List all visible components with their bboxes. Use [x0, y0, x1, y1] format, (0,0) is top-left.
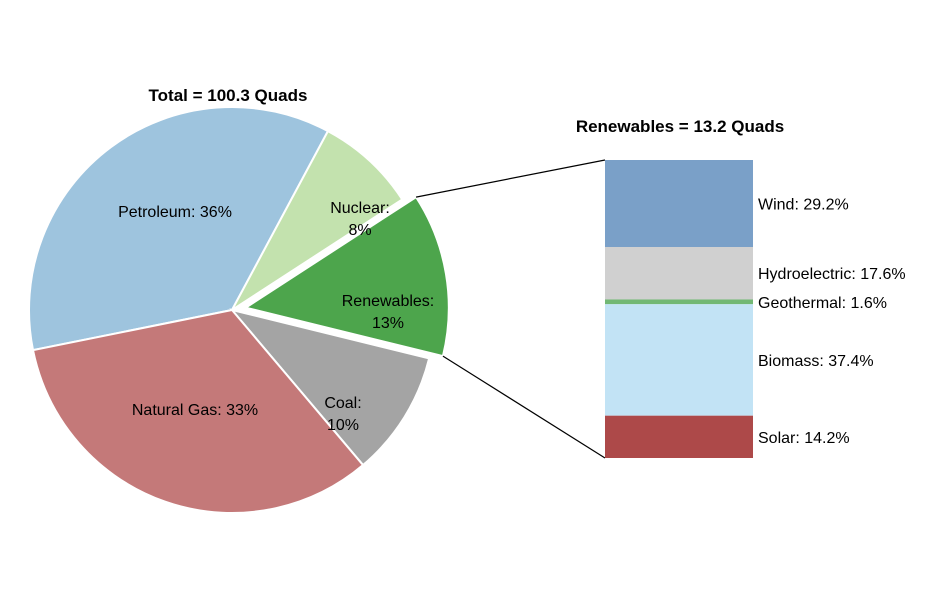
pie-slice-renewables [243, 195, 450, 358]
pie-slice-petroleum-36 [28, 106, 330, 352]
pie-label-nuclear: Nuclear: 8% [330, 200, 390, 239]
bar-label-solar: Solar: 14.2% [758, 430, 850, 447]
pie-slice-natural-gas-33 [31, 308, 365, 514]
bar-label-geothermal: Geothermal: 1.6% [758, 295, 887, 312]
pie-slice-coal [229, 308, 431, 467]
bar-segment-hydroelectric [605, 247, 753, 300]
bar-label-biomass: Biomass: 37.4% [758, 353, 874, 370]
bar-segment-geothermal [605, 299, 753, 305]
pie-slices [28, 106, 450, 514]
bar-segment-biomass [605, 304, 753, 416]
pie-label-coal: Coal: 10% [324, 395, 361, 434]
pie-label-renewables: Renewables: 13% [342, 293, 435, 332]
pie-label-petroleum-36: Petroleum: 36% [118, 204, 232, 221]
bar-segment-wind [605, 160, 753, 248]
breakout-labels: Wind: 29.2% Hydroelectric: 17.6% Geotherma… [758, 197, 906, 447]
connector-bottom [442, 355, 606, 459]
breakout-bar [605, 160, 753, 458]
pie-title: Total = 100.3 Quads [149, 86, 308, 105]
connector-top [415, 159, 606, 198]
breakout-connectors [415, 159, 606, 459]
pie-slice-nuclear [231, 129, 404, 311]
bar-label-wind: Wind: 29.2% [758, 197, 849, 214]
breakout-title: Renewables = 13.2 Quads [576, 117, 784, 136]
pie-labels: Petroleum: 36% Nuclear: 8% Renewables: 13% Co… [118, 200, 434, 434]
bar-label-hydroelectric: Hydroelectric: 17.6% [758, 266, 906, 283]
pie-label-natural-gas-33: Natural Gas: 33% [132, 402, 258, 419]
bar-segment-solar [605, 415, 753, 458]
